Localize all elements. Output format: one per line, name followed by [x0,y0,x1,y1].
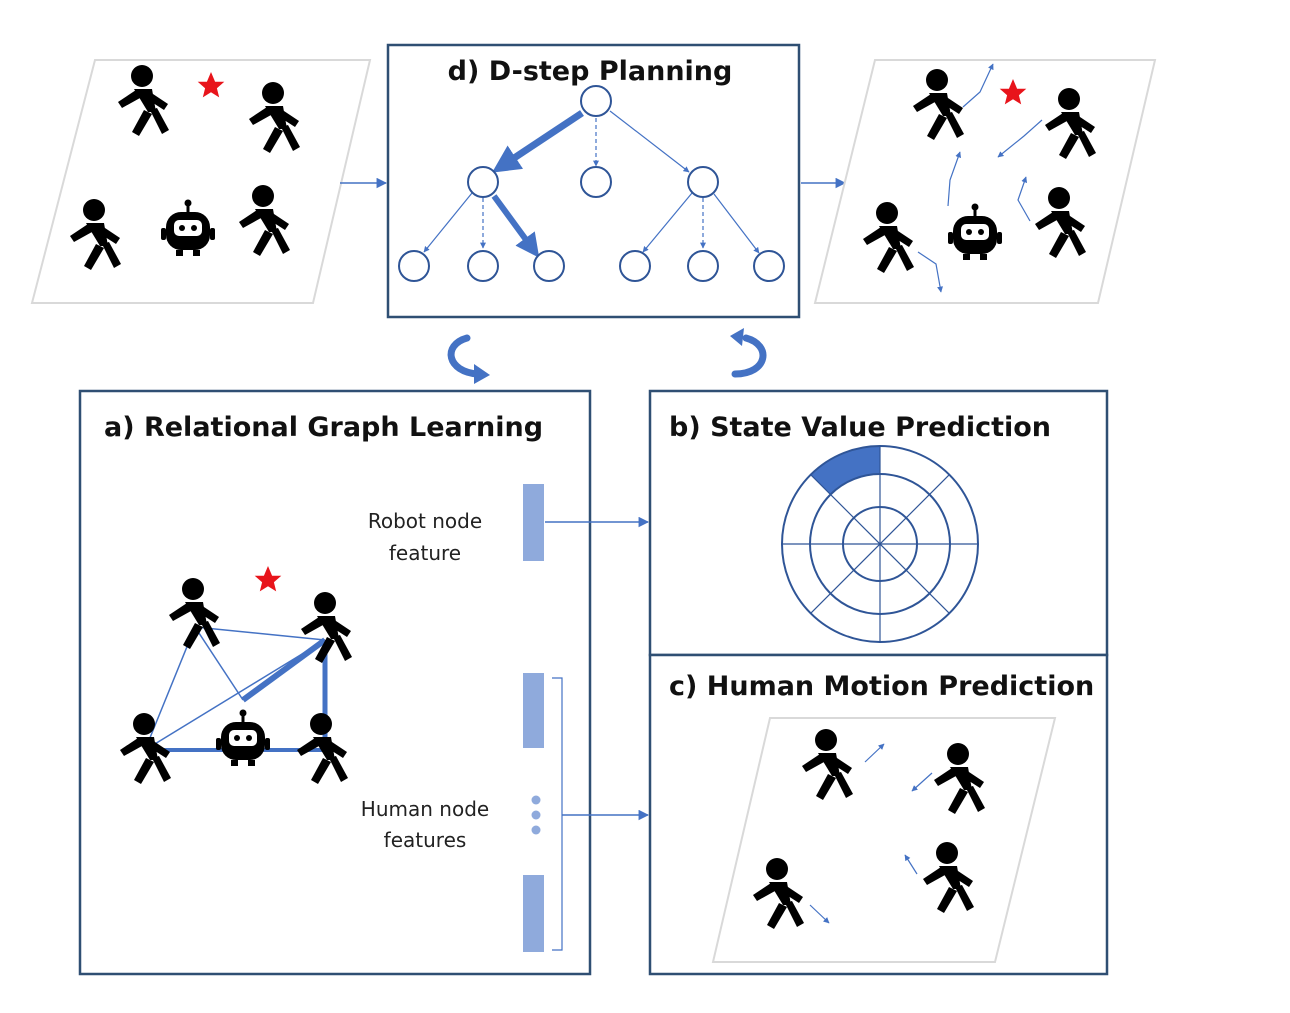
trajectory-arrow [997,119,1043,158]
polar-value-grid [781,445,979,643]
motion-arrow [864,743,885,763]
tree-edge-selected [491,194,540,258]
tree-leaf [467,250,499,282]
ellipsis-dot [531,795,541,805]
state-value-panel: b) State Value Prediction [648,389,1109,657]
tree-node [687,166,719,198]
state-value-title: b) State Value Prediction [669,412,1051,443]
scene-plane [711,717,1057,963]
search-tree [398,85,785,282]
robot-feature-label-line1: Robot node [368,509,482,533]
relational-panel: a) Relational Graph Learning Robot node … [78,389,592,976]
ellipsis-dot [531,810,541,820]
human-motion-title: c) Human Motion Prediction [669,671,1094,702]
tree-leaf [687,250,719,282]
trajectory-arrow [917,251,944,293]
planning-panel: d) D-step Planning [386,43,801,319]
rotate-arrow-icon [730,328,767,378]
predicted-trajectories [917,63,1043,293]
graph-edge [194,626,244,701]
features-bracket [552,677,563,951]
graph-edge [194,626,326,641]
predicted-scene [813,59,1157,304]
robot-feature-label-line2: feature [389,541,461,565]
tree-leaf [753,250,785,282]
tree-node-root [580,85,612,117]
trajectory-arrow [947,151,962,207]
tree-leaf [619,250,651,282]
motion-arrow [904,854,918,875]
graph-edge-strong [241,637,327,703]
motion-arrow [911,772,933,792]
scene-plane [813,59,1157,304]
tree-node [467,166,499,198]
tree-edge [609,110,690,173]
tree-leaf [398,250,430,282]
trajectory-arrow [1017,176,1031,222]
polar-spokes [782,446,978,642]
human-motion-panel: c) Human Motion Prediction [648,653,1109,976]
initial-scene [30,59,372,304]
state-value-frame [648,389,1109,657]
rotate-arrow-icon [447,334,490,384]
tree-node [580,166,612,198]
human-features-label-line1: Human node [361,797,489,821]
tree-edge-selected [491,110,584,173]
human-feature-bar [523,673,544,748]
trajectory-arrow [962,63,994,108]
motion-arrows [809,743,933,924]
motion-arrow [809,904,830,924]
relational-frame [78,389,592,976]
tree-edge [423,192,473,253]
planning-title: d) D-step Planning [448,56,733,87]
tree-edge [713,193,760,254]
robot-feature-bar [523,484,544,561]
ellipsis-dot [531,825,541,835]
scene-plane [30,59,372,304]
tree-leaf [533,250,565,282]
human-features-label-line2: features [384,828,467,852]
human-feature-bar [523,875,544,952]
tree-edge [642,192,693,253]
value-sector-highlight [810,446,880,495]
relational-title: a) Relational Graph Learning [104,412,543,443]
